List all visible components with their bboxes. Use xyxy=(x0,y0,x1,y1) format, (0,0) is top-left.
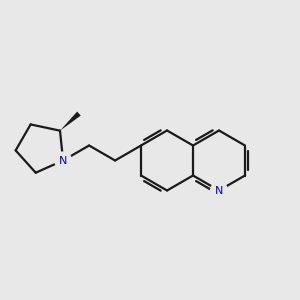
Text: N: N xyxy=(59,155,67,166)
Circle shape xyxy=(211,182,227,199)
Circle shape xyxy=(55,152,71,169)
Text: N: N xyxy=(215,185,223,196)
Polygon shape xyxy=(60,112,81,131)
